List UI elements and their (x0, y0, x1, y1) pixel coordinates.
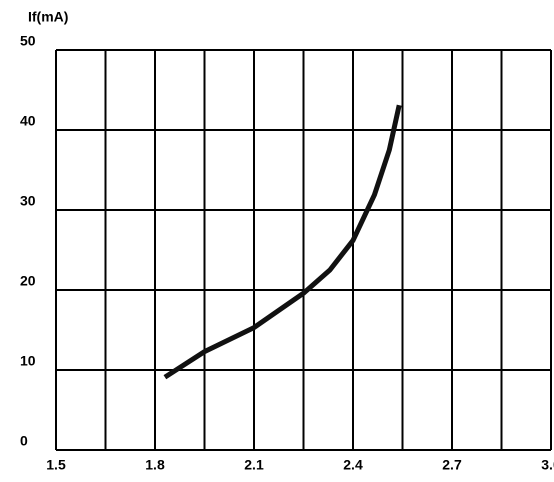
x-tick-label: 2.4 (343, 457, 363, 473)
y-tick-label: 20 (20, 273, 36, 289)
x-tick-label: 3.0 (541, 457, 554, 473)
x-tick-label: 1.5 (46, 457, 66, 473)
x-tick-label: 2.1 (244, 457, 264, 473)
y-tick-label: 40 (20, 113, 36, 129)
y-tick-label: 0 (20, 433, 28, 449)
y-axis-title: If(mA) (28, 9, 68, 25)
x-tick-label: 1.8 (145, 457, 165, 473)
y-tick-label: 50 (20, 33, 36, 49)
line-series (163, 104, 402, 380)
y-tick-label: 10 (20, 353, 36, 369)
y-tick-label: 30 (20, 193, 36, 209)
x-tick-label: 2.7 (442, 457, 462, 473)
